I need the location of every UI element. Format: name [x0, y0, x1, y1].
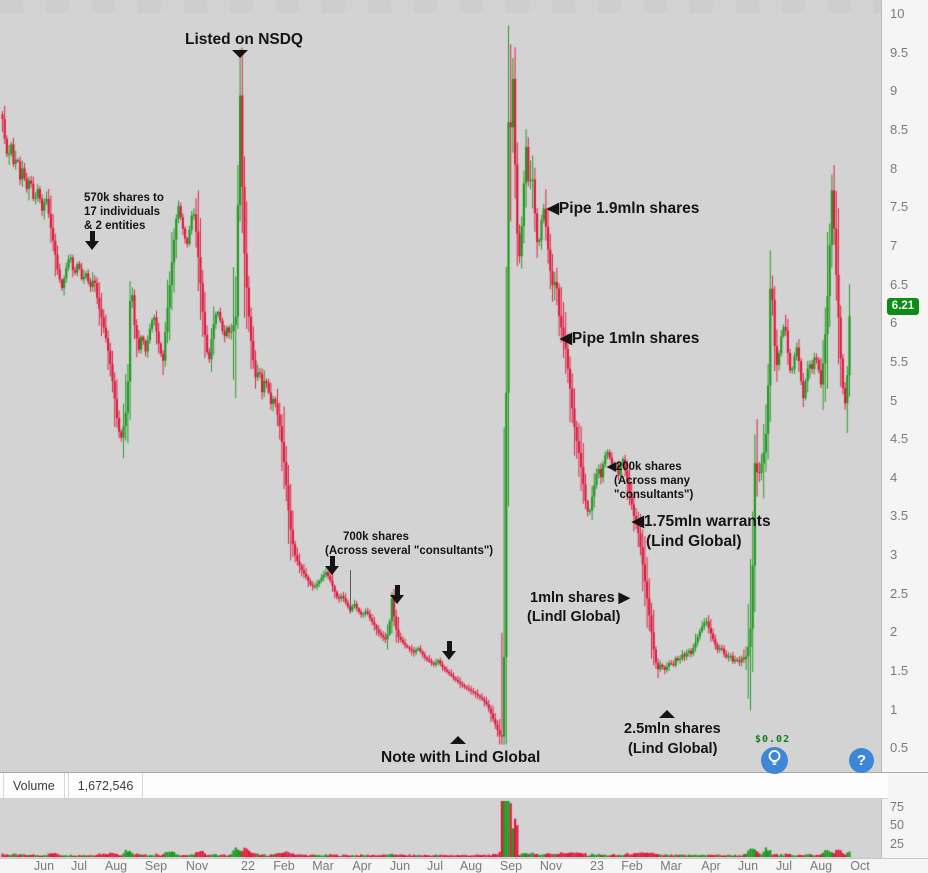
price-tick-label: 0.5 — [890, 740, 909, 756]
annotation-pl-label: $0.02 — [755, 734, 790, 745]
annotation-line: (Across many — [614, 475, 691, 487]
price-tick-label: 5 — [890, 392, 898, 408]
time-tick-label: 23 — [590, 859, 604, 873]
price-tick-label: 9 — [890, 83, 898, 99]
time-tick-label: Jun — [737, 859, 759, 873]
time-tick-label: Sep — [499, 859, 523, 873]
volume-indicator-label[interactable]: Volume — [3, 773, 65, 798]
time-tick-label: Feb — [621, 859, 643, 873]
triangle-up-marker — [659, 710, 675, 718]
annotation-570k-shares: 570k shares to 17 individuals & 2 entities — [84, 191, 164, 233]
time-tick-label: Mar — [660, 859, 682, 873]
time-tick-label: Feb — [273, 859, 295, 873]
annotation-warrants-175: ◀1.75mln warrants (Lind Global) — [632, 512, 771, 552]
volume-tick-label: 75 — [890, 800, 904, 814]
time-tick-label: 22 — [241, 859, 255, 873]
idea-lightbulb-button[interactable] — [761, 747, 788, 774]
annotation-line: & 2 entities — [84, 220, 146, 232]
time-tick-label: Jul — [427, 859, 443, 873]
price-axis[interactable] — [881, 0, 928, 858]
arrow-down-marker — [442, 641, 456, 660]
price-tick-label: 6.5 — [890, 276, 909, 292]
price-tick-label: 10 — [890, 6, 905, 21]
time-tick-label: Jul — [776, 859, 792, 873]
annotation-700k-shares: 700k shares (Across several "consultants"… — [325, 530, 493, 558]
annotation-line: 700k shares — [343, 531, 409, 543]
annotation-line: (Lindl Global) — [527, 609, 621, 625]
annotation-line: ◀Pipe 1mln shares — [560, 330, 700, 347]
price-tick-label: 3.5 — [890, 508, 909, 524]
price-tick-label: 6 — [890, 315, 898, 331]
time-tick-label: Aug — [104, 859, 128, 873]
annotation-200k-shares: ◀200k shares (Across many "consultants") — [607, 460, 693, 502]
arrow-down-marker — [85, 231, 99, 250]
help-button[interactable]: ? — [849, 748, 874, 773]
time-tick-label: Aug — [809, 859, 833, 873]
annotation-line: 1mln shares ▶ — [530, 590, 630, 606]
time-tick-label: Apr — [701, 859, 721, 873]
annotation-line: ◀1.75mln warrants — [632, 513, 771, 530]
arrow-down-marker — [390, 585, 404, 604]
time-tick-label: Jun — [389, 859, 411, 873]
annotation-line: ◀Pipe 1.9mln shares — [547, 200, 700, 217]
arrow-down-marker — [325, 556, 339, 575]
price-tick-label: 8.5 — [890, 121, 909, 137]
price-pane: Listed on NSDQ 570k shares to 17 individua… — [0, 0, 881, 772]
time-tick-label: Apr — [352, 859, 372, 873]
time-tick-label: Mar — [312, 859, 334, 873]
price-tick-label: 4.5 — [890, 431, 909, 447]
price-tick-label: 2.5 — [890, 585, 909, 601]
price-tick-label: 7 — [890, 237, 898, 253]
price-tick-label: 3 — [890, 547, 898, 563]
price-tick-label: 4 — [890, 469, 898, 485]
volume-legend-bar: Volume 1,672,546 — [0, 773, 888, 799]
time-tick-label: Oct — [850, 859, 870, 873]
annotation-line: (Lind Global) — [628, 741, 718, 757]
time-axis[interactable] — [0, 858, 928, 873]
annotation-1mln-shares: 1mln shares ▶ (Lindl Global) — [527, 589, 630, 627]
annotation-line: "consultants") — [614, 489, 694, 501]
time-tick-label: Sep — [144, 859, 168, 873]
triangle-up-marker — [450, 736, 466, 744]
annotation-line: 17 individuals — [84, 206, 161, 218]
price-tick-label: 7.5 — [890, 199, 909, 215]
annotation-line: ◀200k shares — [607, 461, 682, 473]
thin-vertical-line — [350, 570, 351, 612]
volume-tick-label: 25 — [890, 837, 904, 851]
volume-indicator-value: 1,672,546 — [67, 773, 144, 798]
annotation-line: (Lind Global) — [646, 533, 742, 550]
price-tick-label: 5.5 — [890, 353, 909, 369]
annotation-line: 2.5mln shares — [624, 721, 721, 737]
time-tick-label: Nov — [185, 859, 209, 873]
annotation-25mln-shares: 2.5mln shares (Lind Global) — [624, 719, 721, 759]
pane-separator[interactable] — [0, 772, 928, 773]
triangle-down-marker — [232, 50, 248, 58]
annotation-line: 570k shares to — [84, 192, 164, 204]
time-tick-label: Jun — [33, 859, 55, 873]
time-tick-label: Aug — [459, 859, 483, 873]
annotation-pipe-19mln: ◀Pipe 1.9mln shares — [547, 200, 699, 218]
volume-tick-label: 50 — [890, 818, 904, 832]
question-mark-icon: ? — [856, 752, 867, 769]
volume-chart-canvas[interactable] — [0, 800, 881, 857]
price-tick-label: 8 — [890, 160, 898, 176]
annotation-line: Note with Lind Global — [381, 749, 541, 766]
price-tick-label: 2 — [890, 624, 898, 640]
annotation-listed-nsdq: Listed on NSDQ — [185, 31, 303, 49]
time-tick-label: Jul — [71, 859, 87, 873]
annotation-note-lind: Note with Lind Global — [381, 749, 540, 767]
price-tick-label: 1 — [890, 701, 898, 717]
annotation-line: Listed on NSDQ — [185, 31, 303, 48]
time-tick-label: Nov — [539, 859, 563, 873]
price-tick-label: 9.5 — [890, 44, 909, 60]
annotation-pipe-1mln: ◀Pipe 1mln shares — [560, 330, 699, 348]
annotation-line: (Across several "consultants") — [325, 545, 494, 557]
last-price-badge: 6.21 — [887, 298, 919, 316]
annotation-line: $0.02 — [755, 734, 791, 745]
candlestick-chart-canvas[interactable] — [0, 0, 881, 772]
price-tick-label: 1.5 — [890, 663, 909, 679]
lightbulb-icon — [761, 745, 788, 777]
